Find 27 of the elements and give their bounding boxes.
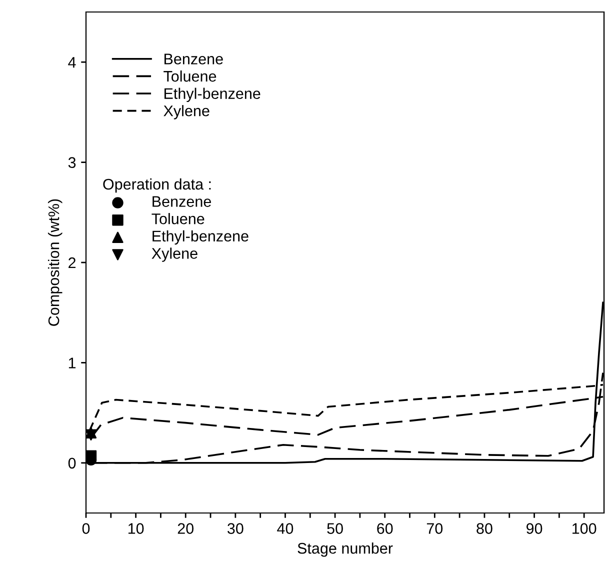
y-tick-label: 3 xyxy=(68,157,76,168)
legend-label: Benzene xyxy=(164,54,223,64)
y-tick-label: 2 xyxy=(68,257,76,268)
legend-label: Xylene xyxy=(164,105,210,120)
x-tick-label: 60 xyxy=(377,523,393,534)
legend-label: Xylene xyxy=(152,248,198,262)
legend-label: Ethyl-benzene xyxy=(152,230,248,245)
legend-label: Toluene xyxy=(152,213,204,224)
x-tick-label: 30 xyxy=(228,523,244,534)
y-axis-title: Composition (wt%) xyxy=(48,199,62,326)
x-tick-label: 80 xyxy=(476,523,492,534)
y-tick-label: 4 xyxy=(68,57,76,68)
y-tick-label: 0 xyxy=(68,458,76,469)
x-tick-label: 20 xyxy=(178,523,194,534)
x-axis-title: Stage number xyxy=(298,542,393,557)
legend-label: Toluene xyxy=(164,70,216,82)
legend-label: Ethyl-benzene xyxy=(164,88,260,102)
y-tick-label: 1 xyxy=(68,358,76,368)
x-tick-label: 50 xyxy=(327,523,343,534)
x-tick-label: 0 xyxy=(82,523,90,534)
x-tick-label: 10 xyxy=(128,523,144,534)
x-tick-label: 70 xyxy=(426,523,443,534)
legend-label: Benzene xyxy=(152,196,211,207)
legend-title: Operation data : xyxy=(103,178,211,193)
x-tick-label: 100 xyxy=(572,523,596,534)
x-tick-label: 40 xyxy=(277,523,294,534)
x-tick-label: 90 xyxy=(526,523,542,534)
